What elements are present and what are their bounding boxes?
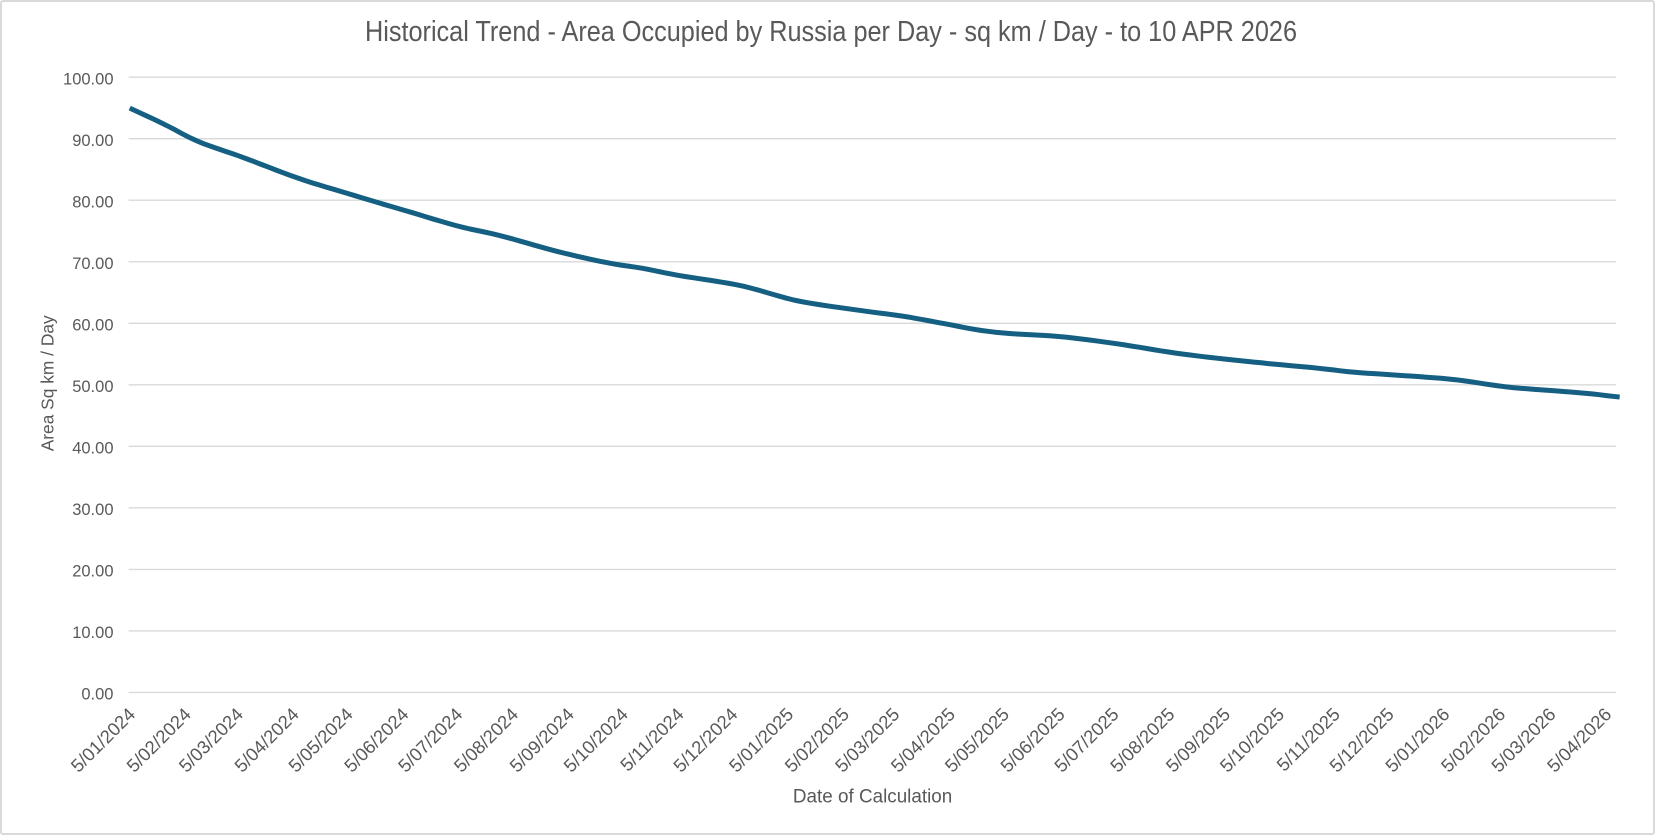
svg-text:Area Sq km / Day: Area Sq km / Day — [38, 315, 58, 451]
svg-text:0.00: 0.00 — [81, 686, 113, 704]
svg-text:Historical Trend - Area Occupi: Historical Trend - Area Occupied by Russ… — [365, 16, 1297, 48]
svg-text:30.00: 30.00 — [72, 501, 113, 519]
svg-text:10.00: 10.00 — [72, 624, 113, 642]
svg-text:70.00: 70.00 — [72, 255, 113, 273]
svg-text:100.00: 100.00 — [63, 71, 113, 89]
svg-text:40.00: 40.00 — [72, 440, 113, 458]
svg-text:80.00: 80.00 — [72, 194, 113, 212]
svg-text:90.00: 90.00 — [72, 132, 113, 150]
svg-text:50.00: 50.00 — [72, 378, 113, 396]
svg-text:Date of Calculation: Date of Calculation — [793, 786, 952, 807]
svg-text:60.00: 60.00 — [72, 317, 113, 335]
svg-text:20.00: 20.00 — [72, 563, 113, 581]
